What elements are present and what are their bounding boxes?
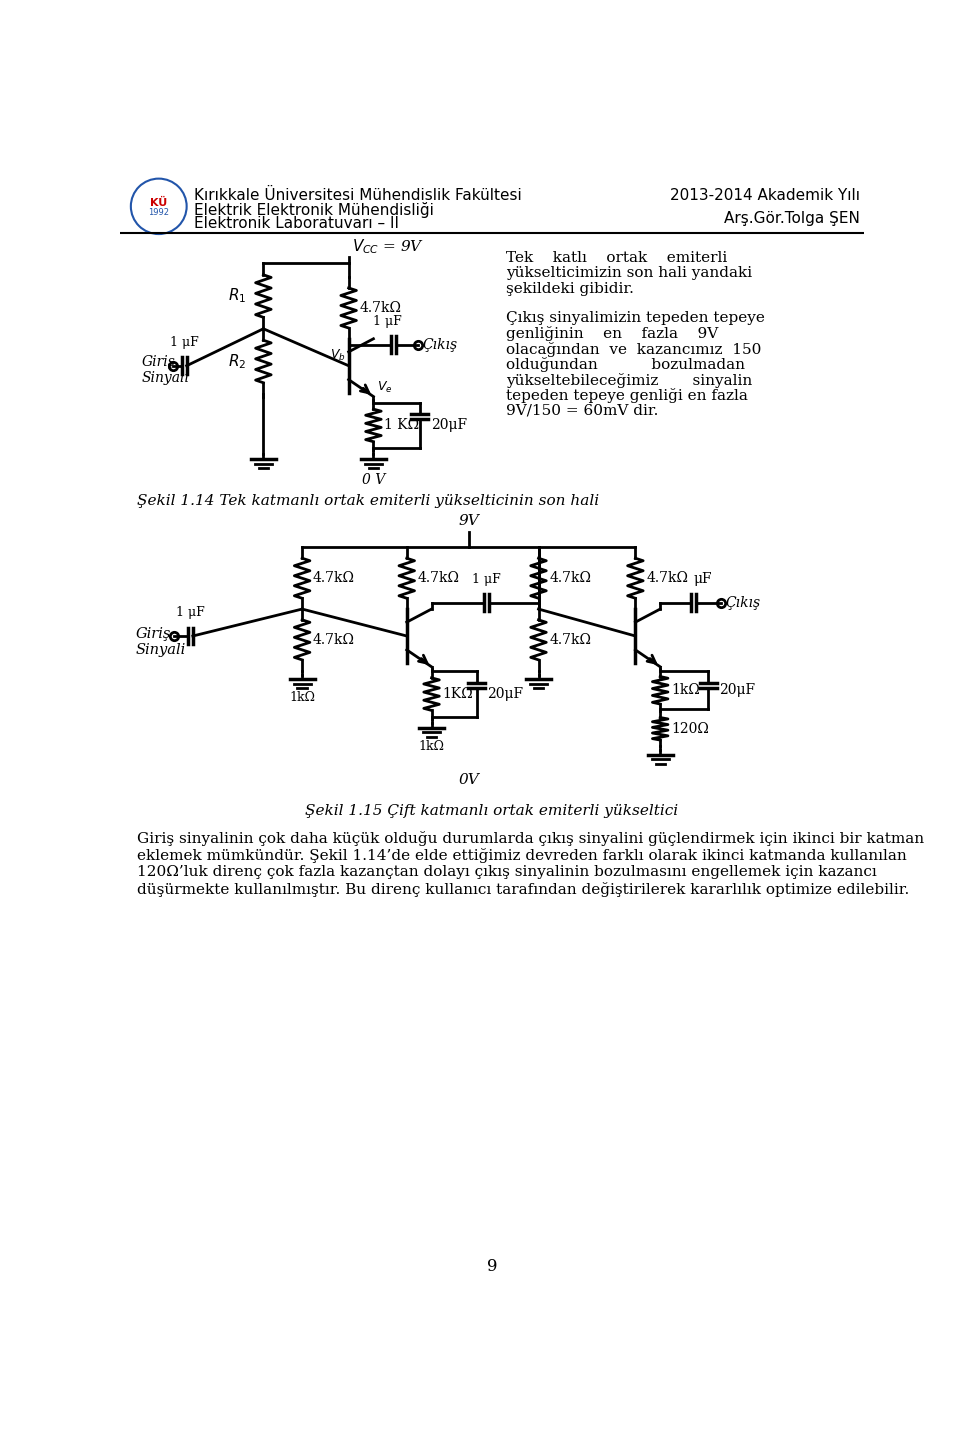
Text: Giriş sinyalinin çok daha küçük olduğu durumlarda çıkış sinyalini güçlendirmek i: Giriş sinyalinin çok daha küçük olduğu d…	[137, 831, 924, 845]
Text: olduğundan           bozulmadan: olduğundan bozulmadan	[506, 357, 745, 373]
Text: Elektronik Laboratuvarı – II: Elektronik Laboratuvarı – II	[194, 216, 398, 231]
Text: 4.7kΩ: 4.7kΩ	[646, 571, 688, 586]
Text: Elektrik Elektronik Mühendisliği: Elektrik Elektronik Mühendisliği	[194, 202, 434, 218]
Text: yükseltebileceğimiz       sinyalin: yükseltebileceğimiz sinyalin	[506, 373, 753, 387]
Text: 4.7kΩ: 4.7kΩ	[549, 571, 591, 586]
Text: olacağından  ve  kazancımız  150: olacağından ve kazancımız 150	[506, 342, 761, 357]
Text: 1 μF: 1 μF	[170, 336, 199, 349]
Text: 0V: 0V	[458, 773, 479, 787]
Text: düşürmekte kullanılmıştır. Bu direnç kullanıcı tarafından değiştirilerek kararlı: düşürmekte kullanılmıştır. Bu direnç kul…	[137, 882, 909, 896]
Text: 9V: 9V	[458, 515, 479, 528]
Text: Çıkış: Çıkış	[422, 338, 457, 352]
Text: 4.7kΩ: 4.7kΩ	[549, 632, 591, 647]
Text: 4.7kΩ: 4.7kΩ	[359, 302, 401, 315]
Text: 2013-2014 Akademik Yılı: 2013-2014 Akademik Yılı	[670, 188, 860, 203]
Text: μF: μF	[693, 571, 712, 586]
Text: 20μF: 20μF	[488, 687, 523, 702]
Text: 1 μF: 1 μF	[472, 573, 501, 586]
Text: Arş.Gör.Tolga ŞEN: Arş.Gör.Tolga ŞEN	[724, 210, 860, 226]
Text: $R_1$: $R_1$	[228, 287, 247, 306]
Text: 20μF: 20μF	[719, 683, 756, 697]
Text: $V_b$: $V_b$	[330, 348, 346, 362]
Text: 4.7kΩ: 4.7kΩ	[313, 571, 355, 586]
Text: Kırıkkale Üniversitesi Mühendislik Fakültesi: Kırıkkale Üniversitesi Mühendislik Fakül…	[194, 188, 521, 203]
Text: Giriş
Sinyali: Giriş Sinyali	[142, 355, 190, 386]
Text: genliğinin    en    fazla    9V: genliğinin en fazla 9V	[506, 326, 718, 341]
Text: 1 μF: 1 μF	[373, 315, 401, 328]
Text: Giriş
Sinyali: Giriş Sinyali	[135, 626, 185, 657]
Text: 1992: 1992	[148, 207, 169, 218]
Text: 9V/150 = 60mV dir.: 9V/150 = 60mV dir.	[506, 403, 659, 418]
Text: Şekil 1.15 Çift katmanlı ortak emiterli yükseltici: Şekil 1.15 Çift katmanlı ortak emiterli …	[305, 803, 679, 818]
Text: Şekil 1.14 Tek katmanlı ortak emiterli yükselticinin son hali: Şekil 1.14 Tek katmanlı ortak emiterli y…	[137, 493, 599, 508]
Text: $R_2$: $R_2$	[228, 352, 247, 371]
Text: yükselticimizin son hali yandaki: yükselticimizin son hali yandaki	[506, 267, 752, 280]
Text: Çıkış: Çıkış	[725, 596, 760, 610]
Text: Tek    katlı    ortak    emiterli: Tek katlı ortak emiterli	[506, 251, 728, 265]
Text: $V_{CC}$ = 9V: $V_{CC}$ = 9V	[352, 236, 424, 255]
Text: 1 KΩ: 1 KΩ	[384, 419, 420, 432]
Text: 120Ω: 120Ω	[671, 722, 708, 735]
Text: 4.7kΩ: 4.7kΩ	[313, 632, 355, 647]
Text: 1kΩ: 1kΩ	[289, 692, 315, 705]
Text: Çıkış sinyalimizin tepeden tepeye: Çıkış sinyalimizin tepeden tepeye	[506, 312, 765, 325]
Text: $V_e$: $V_e$	[376, 380, 392, 394]
Text: 9: 9	[487, 1259, 497, 1275]
Text: 0 V: 0 V	[362, 473, 385, 487]
Text: 4.7kΩ: 4.7kΩ	[418, 571, 460, 586]
Text: 1 μF: 1 μF	[176, 606, 204, 619]
Text: 20μF: 20μF	[431, 419, 467, 432]
Text: KÜ: KÜ	[150, 199, 167, 209]
Text: 1kΩ: 1kΩ	[419, 740, 444, 753]
Text: eklemek mümkündür. Şekil 1.14’de elde ettiğimiz devreden farklı olarak ikinci ka: eklemek mümkündür. Şekil 1.14’de elde et…	[137, 848, 907, 863]
Text: 1KΩ: 1KΩ	[443, 687, 473, 702]
Text: tepeden tepeye genliği en fazla: tepeden tepeye genliği en fazla	[506, 389, 748, 403]
Text: 1kΩ: 1kΩ	[671, 683, 700, 697]
Text: 120Ω’luk direnç çok fazla kazançtan dolayı çıkış sinyalinin bozulmasını engellem: 120Ω’luk direnç çok fazla kazançtan dola…	[137, 864, 876, 879]
Text: şekildeki gibidir.: şekildeki gibidir.	[506, 281, 634, 296]
